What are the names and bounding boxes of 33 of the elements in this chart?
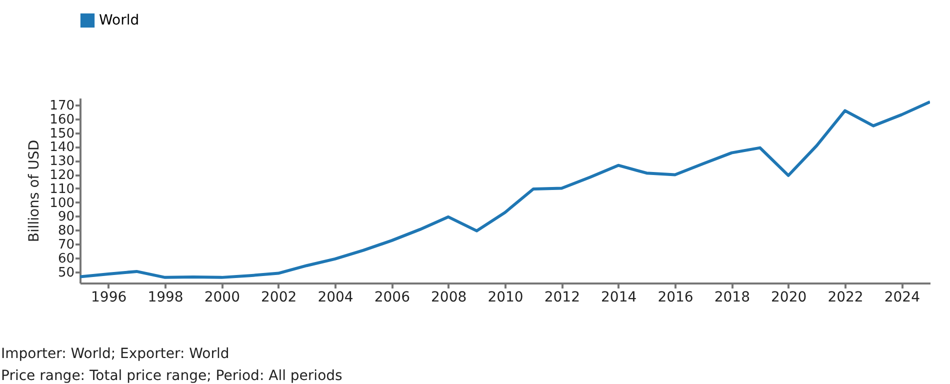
x-tick-label: 2008 bbox=[431, 290, 467, 306]
y-tick-label: 120 bbox=[50, 168, 74, 184]
x-tick-label: 2006 bbox=[374, 290, 410, 306]
x-tick-label: 2000 bbox=[204, 290, 240, 306]
y-tick-label: 160 bbox=[50, 112, 74, 128]
legend-label: World bbox=[99, 12, 140, 28]
y-tick-label: 90 bbox=[58, 210, 74, 225]
x-tick-label: 2010 bbox=[488, 290, 524, 306]
x-tick-label: 2002 bbox=[261, 290, 297, 306]
x-tick-label: 2012 bbox=[544, 290, 580, 306]
y-tick-label: 80 bbox=[58, 224, 74, 239]
x-tick-label: 2024 bbox=[884, 290, 920, 306]
y-tick-label: 100 bbox=[50, 196, 74, 211]
y-tick-label: 130 bbox=[50, 154, 74, 170]
y-tick-label: 50 bbox=[58, 265, 74, 280]
x-tick-label: 2022 bbox=[828, 290, 864, 306]
x-tick-label: 2018 bbox=[714, 290, 750, 306]
x-tick-label: 1998 bbox=[148, 290, 184, 306]
x-tick-label: 2020 bbox=[771, 290, 807, 306]
y-tick-label: 60 bbox=[58, 251, 74, 266]
y-axis-title: Billions of USD bbox=[26, 140, 43, 242]
y-tick-label: 110 bbox=[50, 182, 74, 197]
x-tick-label: 2016 bbox=[658, 290, 694, 306]
y-tick-label: 170 bbox=[50, 98, 74, 114]
y-tick-label: 70 bbox=[58, 238, 74, 253]
y-tick-label: 140 bbox=[50, 140, 74, 156]
line-series bbox=[80, 100, 930, 279]
x-tick-label: 2004 bbox=[318, 290, 354, 306]
text: Price range: Total price range; Period: All periods bbox=[1, 368, 342, 384]
text: Importer: World; Exporter: World bbox=[1, 346, 230, 362]
y-tick-label: 150 bbox=[50, 126, 74, 142]
x-tick-label: 1996 bbox=[91, 290, 127, 306]
x-tick-label: 2014 bbox=[601, 290, 637, 306]
